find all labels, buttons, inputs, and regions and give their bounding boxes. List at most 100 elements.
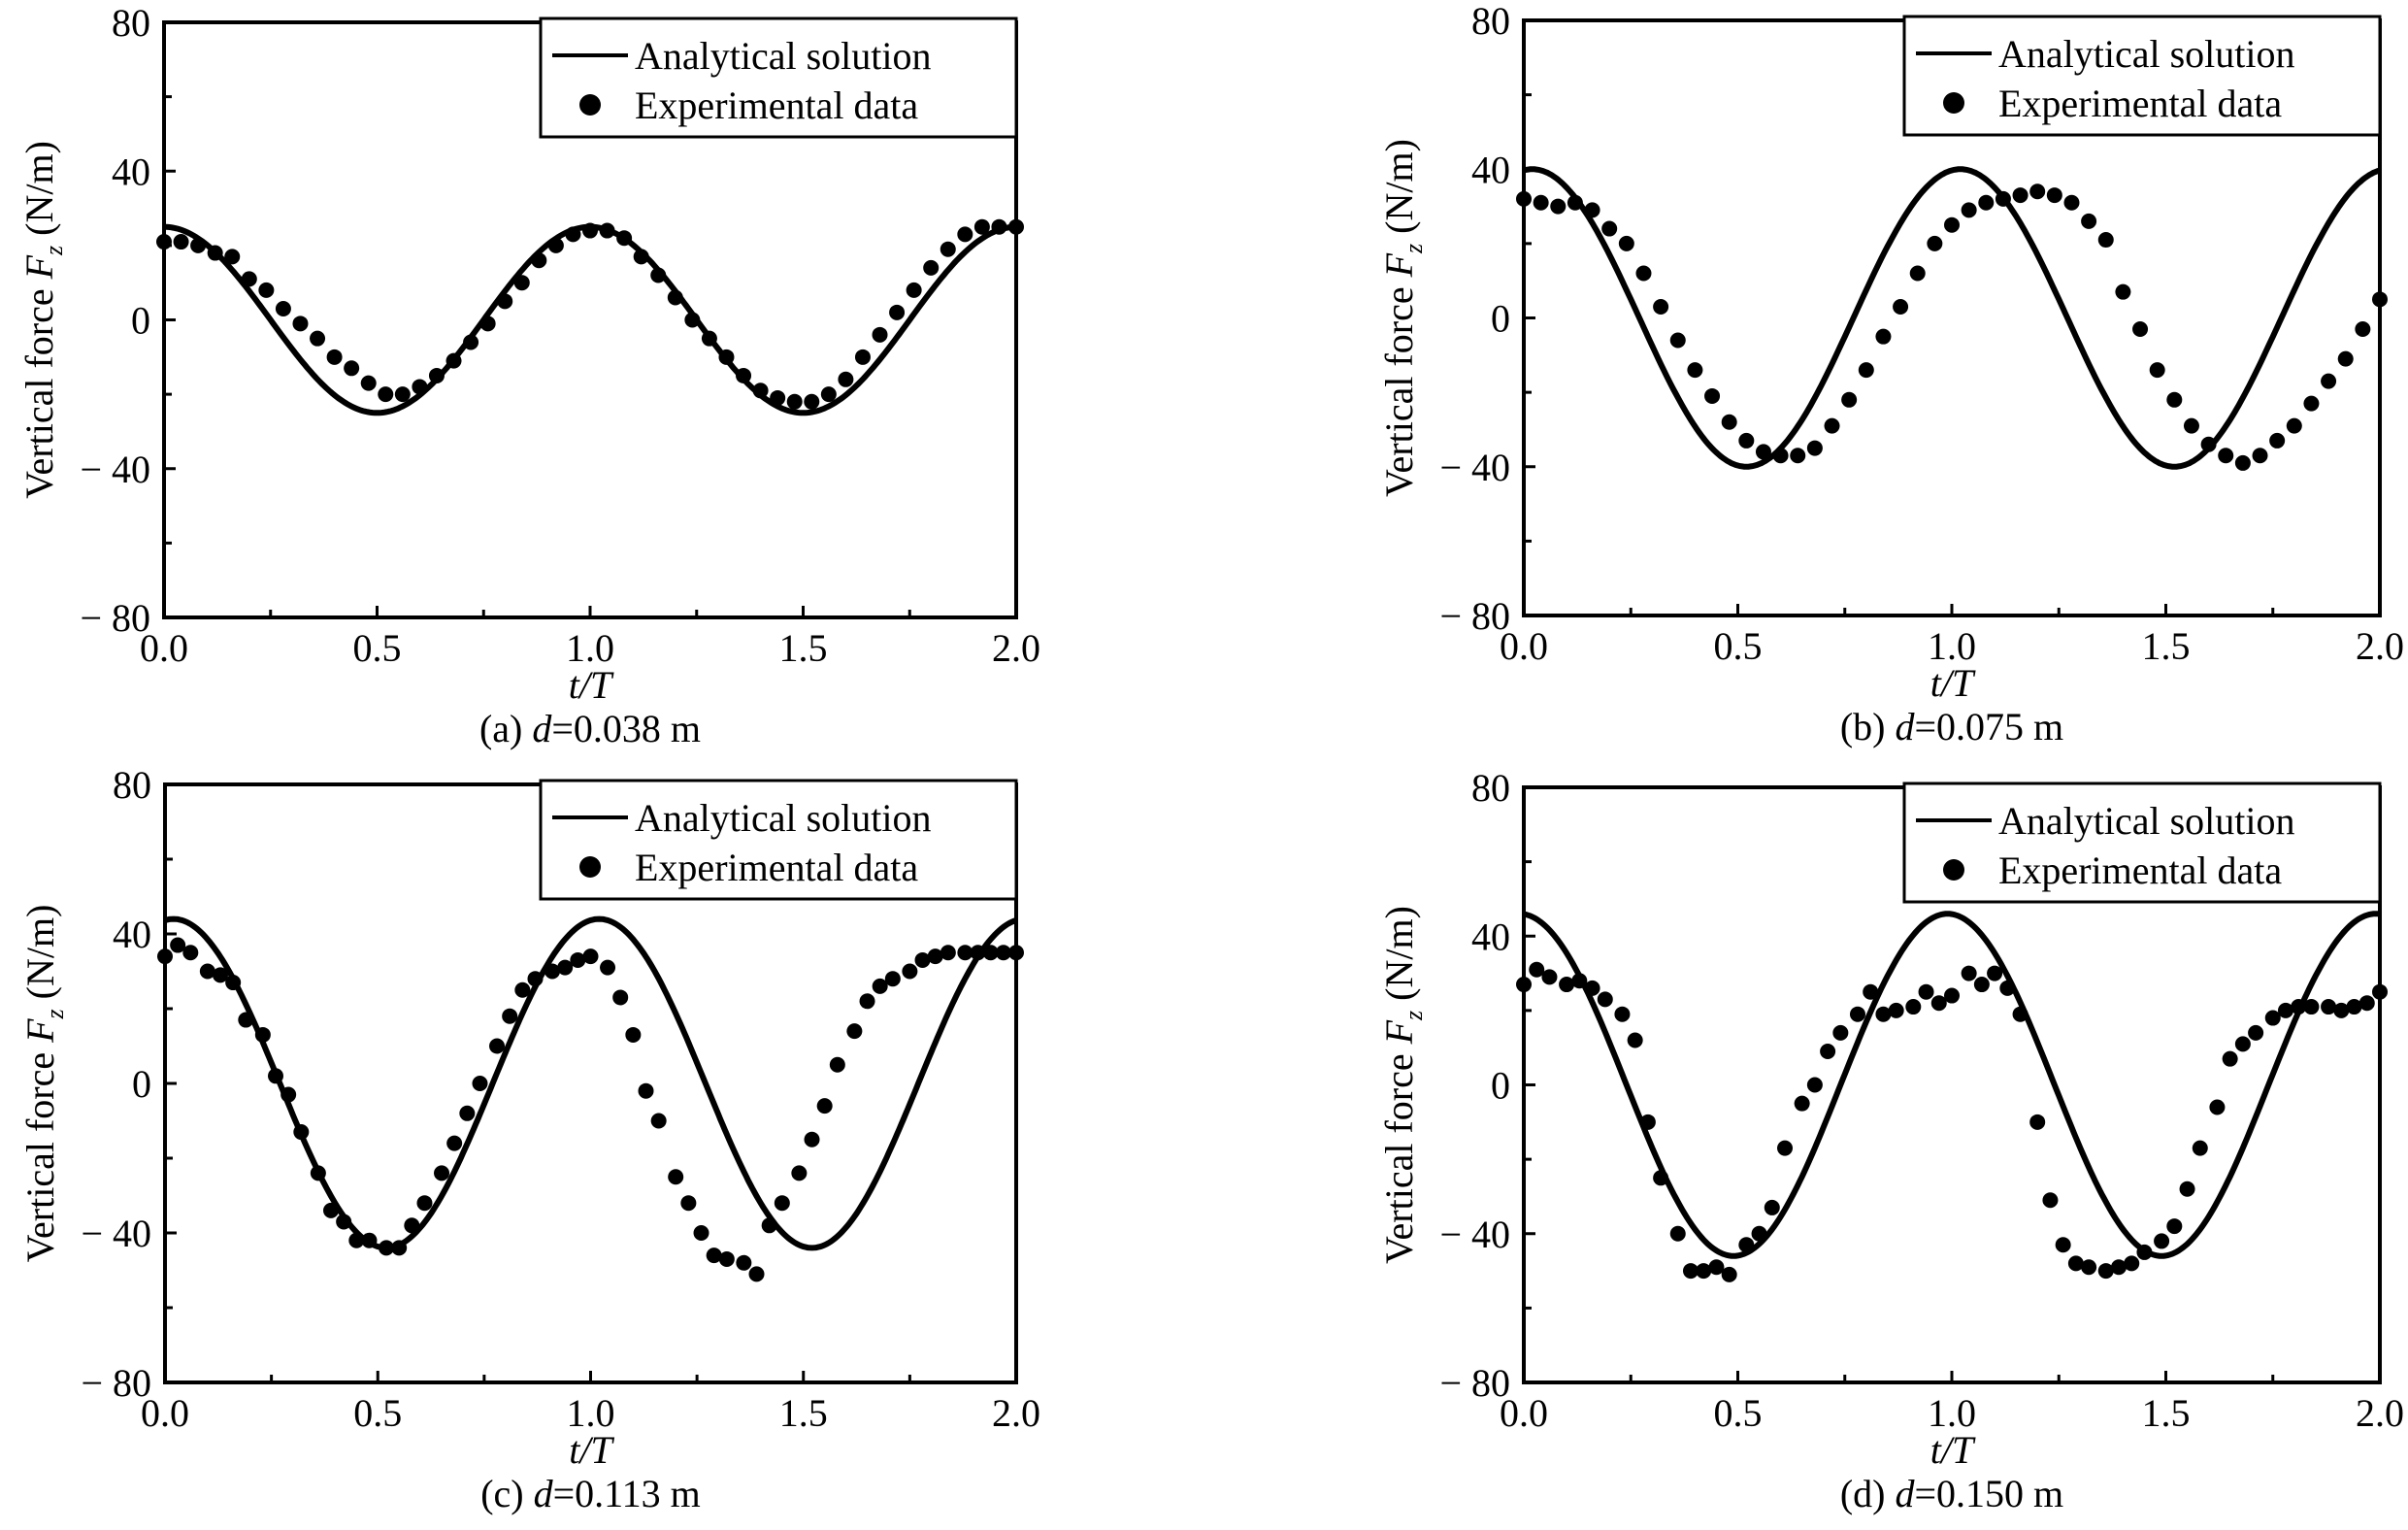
experimental-data-point bbox=[238, 1012, 254, 1028]
caption-value: =0.150 m bbox=[1914, 1472, 2063, 1515]
x-tick-label: 0.0 bbox=[140, 626, 188, 670]
experimental-data-point bbox=[752, 382, 769, 399]
experimental-data-point bbox=[2110, 1259, 2127, 1276]
experimental-data-point bbox=[2154, 1233, 2170, 1249]
experimental-data-point bbox=[479, 316, 496, 332]
experimental-data-point bbox=[2192, 1140, 2208, 1156]
experimental-data-point bbox=[791, 1165, 808, 1181]
legend: Analytical solution Experimental data bbox=[1902, 15, 2382, 137]
experimental-data-point bbox=[1755, 444, 1771, 460]
y-axis-title: Vertical force Fz (N/m) bbox=[1377, 139, 1428, 497]
experimental-data-point bbox=[1653, 299, 1669, 316]
x-tick-label: 1.5 bbox=[779, 626, 828, 670]
experimental-data-point bbox=[404, 1217, 420, 1234]
experimental-data-point bbox=[995, 945, 1011, 961]
y-tick-label: 0 bbox=[1491, 297, 1510, 341]
experimental-data-point bbox=[667, 289, 683, 306]
y-tick-label: 80 bbox=[113, 763, 151, 807]
experimental-data-point bbox=[292, 316, 309, 332]
experimental-data-point bbox=[1559, 977, 1575, 993]
experimental-data-point bbox=[599, 222, 615, 239]
experimental-data-point bbox=[600, 959, 616, 976]
experimental-data-point bbox=[582, 948, 599, 965]
y-title-prefix: Vertical force bbox=[17, 279, 61, 499]
x-tick-label: 2.0 bbox=[992, 626, 1040, 670]
experimental-data-point bbox=[224, 249, 241, 265]
legend-label-analytical: Analytical solution bbox=[1998, 799, 2295, 843]
experimental-data-point bbox=[872, 326, 888, 343]
legend-dot-icon bbox=[1943, 859, 1964, 881]
experimental-data-point bbox=[570, 951, 586, 968]
experimental-data-point bbox=[889, 304, 906, 320]
experimental-data-point bbox=[1978, 194, 1995, 211]
experimental-data-point bbox=[1614, 1006, 1631, 1022]
y-tick-label: − 80 bbox=[80, 596, 150, 640]
experimental-data-point bbox=[344, 360, 360, 377]
experimental-data-point bbox=[463, 334, 479, 350]
experimental-data-point bbox=[1597, 991, 1613, 1008]
experimental-data-point bbox=[991, 218, 1007, 235]
experimental-data-point bbox=[2333, 1002, 2350, 1018]
experimental-data-point bbox=[1669, 1225, 1686, 1242]
y-tick-label: − 80 bbox=[1439, 1361, 1510, 1405]
experimental-data-point bbox=[1721, 1266, 1737, 1282]
experimental-data-point bbox=[693, 1225, 709, 1241]
legend-box bbox=[539, 17, 1018, 139]
x-axis-title: t/T bbox=[569, 663, 614, 707]
analytical-solution-line bbox=[1523, 166, 2381, 470]
experimental-data-point bbox=[774, 1195, 790, 1212]
experimental-data-point bbox=[2115, 283, 2131, 300]
experimental-data-point bbox=[1995, 190, 2011, 207]
analytical-solution-line bbox=[1523, 911, 2381, 1259]
experimental-data-point bbox=[1905, 999, 1922, 1015]
experimental-data-point bbox=[957, 945, 973, 961]
experimental-data-point bbox=[199, 963, 215, 980]
experimental-data-point bbox=[2042, 1192, 2059, 1209]
legend: Analytical solution Experimental data bbox=[1902, 782, 2382, 904]
experimental-data-point bbox=[514, 981, 531, 998]
y-tick-label: 0 bbox=[131, 299, 150, 343]
experimental-data-point bbox=[1533, 194, 1549, 211]
experimental-data-point bbox=[940, 945, 956, 961]
experimental-data-point bbox=[2222, 1050, 2238, 1067]
experimental-data-point bbox=[190, 237, 207, 253]
experimental-data-point bbox=[213, 967, 229, 983]
experimental-data-point bbox=[2055, 1237, 2071, 1253]
experimental-data-point bbox=[1858, 362, 1874, 379]
experimental-data-point bbox=[2179, 1181, 2195, 1197]
experimental-data-point bbox=[1751, 1225, 1767, 1242]
caption-value: =0.113 m bbox=[553, 1472, 701, 1515]
x-tick-label: 1.5 bbox=[779, 1391, 828, 1435]
experimental-data-point bbox=[310, 330, 326, 347]
experimental-data-point bbox=[1584, 980, 1600, 996]
legend-label-experimental: Experimental data bbox=[1998, 848, 2282, 892]
panel-caption: (d) d=0.150 m bbox=[1840, 1472, 2063, 1515]
experimental-data-point bbox=[348, 1232, 365, 1248]
experimental-data-point bbox=[275, 301, 291, 317]
experimental-data-point bbox=[633, 249, 649, 265]
experimental-data-point bbox=[1961, 202, 1977, 218]
experimental-data-point bbox=[902, 963, 918, 980]
experimental-data-point bbox=[412, 379, 428, 395]
experimental-data-point bbox=[2346, 999, 2362, 1015]
experimental-data-point bbox=[786, 393, 803, 410]
experimental-data-point bbox=[680, 1195, 697, 1212]
experimental-data-point bbox=[1550, 198, 1567, 215]
experimental-data-point bbox=[736, 1254, 752, 1271]
experimental-data-point bbox=[1999, 980, 2016, 996]
experimental-data-point bbox=[1944, 987, 1960, 1004]
x-tick-label: 0.5 bbox=[1714, 624, 1763, 668]
experimental-data-point bbox=[557, 959, 574, 976]
y-title-units: (N/m) bbox=[1377, 906, 1421, 1011]
experimental-data-point bbox=[1682, 1263, 1699, 1280]
experimental-data-point bbox=[2252, 448, 2268, 464]
legend-label-experimental: Experimental data bbox=[635, 846, 918, 889]
y-tick-label: − 80 bbox=[81, 1361, 151, 1405]
experimental-data-point bbox=[2355, 320, 2371, 337]
experimental-data-point bbox=[2183, 417, 2199, 434]
experimental-data-point bbox=[650, 1113, 667, 1129]
experimental-data-point bbox=[2303, 395, 2320, 412]
experimental-data-point bbox=[1738, 1237, 1755, 1253]
experimental-data-point bbox=[906, 282, 922, 298]
experimental-data-point bbox=[2321, 999, 2337, 1015]
